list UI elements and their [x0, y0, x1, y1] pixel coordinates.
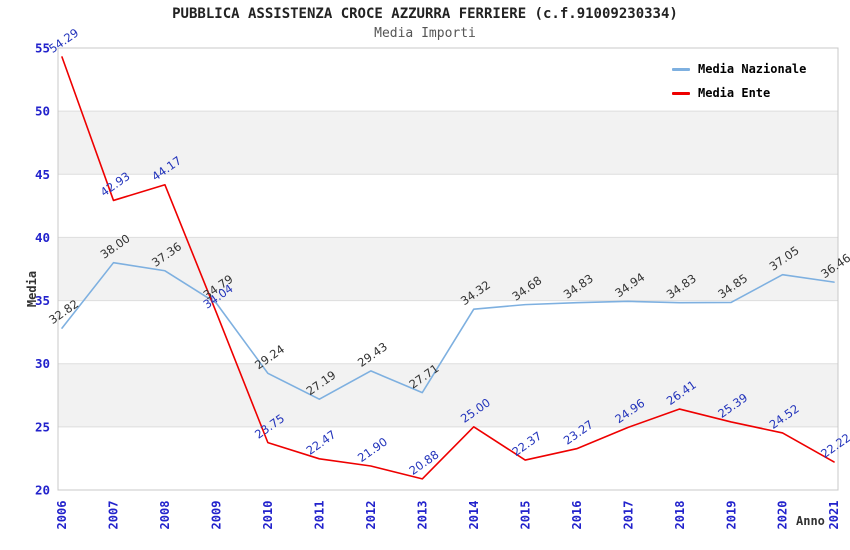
- x-tick-label: 2021: [827, 501, 841, 530]
- series-line-media-nazionale: [61, 261, 835, 401]
- point-label: 32.82: [46, 297, 81, 327]
- legend-label: Media Ente: [698, 86, 771, 100]
- plot-border: [57, 47, 839, 491]
- x-tick-label: 2019: [724, 501, 738, 530]
- x-tick-label: 2014: [467, 501, 481, 530]
- x-axis-title: Anno: [796, 514, 825, 528]
- legend-item-media-nazionale: Media Nazionale: [672, 62, 806, 76]
- legend-label: Media Nazionale: [698, 62, 807, 76]
- point-label: 21.90: [355, 435, 390, 465]
- x-tick-label: 2012: [364, 501, 378, 530]
- chart-title: PUBBLICA ASSISTENZA CROCE AZZURRA FERRIE…: [172, 6, 678, 22]
- x-tick-label: 2011: [313, 501, 327, 530]
- x-tick-label: 2007: [107, 501, 121, 530]
- chart-subtitle: Media Importi: [374, 26, 476, 41]
- x-tick-label: 2008: [158, 501, 172, 530]
- plot-band: [58, 237, 838, 301]
- point-label: 22.47: [304, 427, 339, 457]
- x-tick-label: 2018: [673, 501, 687, 530]
- legend-line-swatch: [672, 91, 690, 95]
- legend: Media Nazionale Media Ente: [672, 62, 806, 100]
- plot-band: [58, 111, 838, 175]
- y-tick-label: 50: [35, 104, 50, 119]
- y-tick-label: 30: [35, 356, 50, 371]
- legend-item-media-ente: Media Ente: [672, 86, 806, 100]
- x-tick-label: 2016: [570, 501, 584, 530]
- x-tick-label: 2006: [55, 501, 69, 530]
- x-tick-label: 2017: [621, 501, 635, 530]
- x-tick-label: 2015: [518, 501, 532, 530]
- x-tick-label: 2013: [415, 501, 429, 530]
- x-tick-label: 2020: [776, 501, 790, 530]
- legend-line-swatch: [672, 67, 690, 71]
- point-label: 22.37: [509, 429, 544, 459]
- y-axis-title: Media: [25, 270, 39, 308]
- x-tick-label: 2009: [210, 501, 224, 530]
- point-label: 22.22: [818, 431, 850, 461]
- y-tick-label: 55: [35, 41, 50, 56]
- y-tick-label: 25: [35, 419, 50, 434]
- point-label: 20.88: [406, 447, 441, 477]
- y-tick-label: 20: [35, 483, 50, 498]
- y-tick-label: 40: [35, 230, 50, 245]
- x-tick-label: 2010: [261, 501, 275, 530]
- y-tick-label: 45: [35, 167, 50, 182]
- y-tick-label: 35: [35, 293, 50, 308]
- series-line-media-ente: [61, 56, 835, 480]
